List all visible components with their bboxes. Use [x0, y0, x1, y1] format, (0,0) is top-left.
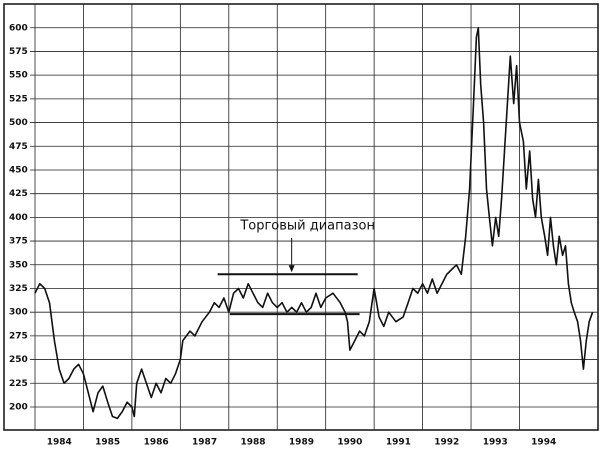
y-tick-label: 450: [9, 165, 28, 175]
y-tick-label: 325: [9, 284, 28, 294]
x-tick-label: 1989: [289, 438, 314, 448]
x-tick-label: 1986: [144, 438, 169, 448]
y-tick-label: 550: [9, 71, 28, 81]
y-tick-label: 250: [9, 355, 28, 365]
x-tick-label: 1988: [240, 438, 265, 448]
arrow-head: [288, 265, 295, 273]
y-tick-label: 400: [9, 213, 28, 223]
y-tick-label: 350: [9, 260, 28, 270]
x-tick-label: 1994: [531, 438, 556, 448]
x-tick-label: 1990: [337, 438, 362, 448]
x-tick-label: 1987: [192, 438, 217, 448]
x-tick-label: 1985: [95, 438, 120, 448]
y-tick-label: 600: [9, 23, 28, 33]
y-tick-label: 300: [9, 308, 28, 318]
y-tick-label: 375: [9, 237, 28, 247]
x-tick-label: 1991: [386, 438, 411, 448]
x-tick-label: 1984: [47, 438, 72, 448]
y-tick-label: 525: [9, 94, 28, 104]
y-tick-label: 475: [9, 142, 28, 152]
price-line: [34, 27, 594, 420]
x-tick-label: 1993: [483, 438, 508, 448]
y-tick-label: 200: [9, 402, 28, 412]
y-tick-label: 425: [9, 189, 28, 199]
y-tick-label: 225: [9, 379, 28, 389]
x-tick-label: 1992: [434, 438, 459, 448]
annotation-text: Торговый диапазон: [239, 219, 375, 234]
y-tick-label: 275: [9, 331, 28, 341]
y-tick-label: 500: [9, 118, 28, 128]
y-tick-label: 575: [9, 47, 28, 57]
